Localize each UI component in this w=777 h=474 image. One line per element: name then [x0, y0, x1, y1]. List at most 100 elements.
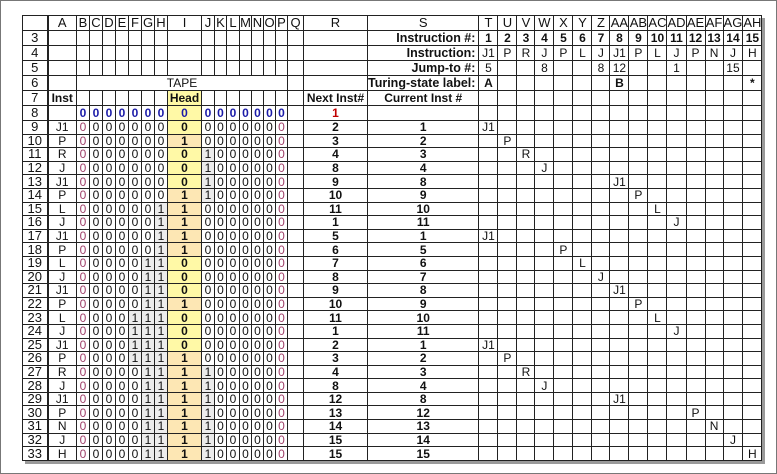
- cell[interactable]: [666, 269, 687, 285]
- column-header-H[interactable]: H: [154, 15, 168, 31]
- tape-cell[interactable]: 0: [239, 351, 252, 366]
- tape-cell[interactable]: 0: [226, 120, 240, 135]
- cell[interactable]: [704, 269, 724, 285]
- cell[interactable]: [704, 215, 724, 230]
- tape-cell[interactable]: 0: [89, 120, 103, 135]
- row-header[interactable]: 10: [22, 133, 49, 149]
- tape-cell[interactable]: 0: [239, 323, 252, 339]
- cell[interactable]: [704, 120, 724, 135]
- tape-cell[interactable]: 0: [251, 283, 264, 298]
- cell[interactable]: [572, 187, 593, 203]
- tape-cell[interactable]: 1: [154, 201, 168, 217]
- cell[interactable]: [628, 378, 649, 393]
- tape-head-cell[interactable]: 1: [167, 378, 202, 393]
- program-states-cell[interactable]: [591, 75, 611, 91]
- next-inst-cell[interactable]: 3: [303, 351, 368, 366]
- next-inst-cell[interactable]: 10: [303, 187, 368, 203]
- cell[interactable]: [141, 45, 155, 61]
- cell[interactable]: [591, 310, 611, 325]
- cell[interactable]: [76, 30, 90, 46]
- cell[interactable]: [628, 90, 649, 106]
- program-jumps-cell[interactable]: [628, 60, 649, 76]
- cell[interactable]: [239, 60, 252, 76]
- tape-cell[interactable]: 0: [239, 228, 252, 244]
- cell[interactable]: [591, 337, 611, 353]
- cell[interactable]: [666, 378, 687, 393]
- cell[interactable]: [685, 147, 706, 162]
- program-states-cell[interactable]: A: [478, 75, 499, 91]
- tape-cell[interactable]: 0: [239, 364, 252, 380]
- cell[interactable]: [666, 174, 687, 189]
- program-jumps-cell[interactable]: 12: [609, 60, 630, 76]
- cell[interactable]: [591, 215, 611, 230]
- cell[interactable]: [591, 133, 611, 149]
- tape-cell[interactable]: 0: [226, 310, 240, 325]
- column-header-J[interactable]: J: [201, 15, 215, 31]
- tape-cell[interactable]: 0: [115, 269, 129, 285]
- cell[interactable]: [666, 228, 687, 244]
- cell[interactable]: [478, 391, 499, 407]
- cell[interactable]: [201, 30, 215, 46]
- trace-instruction-cell[interactable]: J: [722, 432, 744, 448]
- tape-cell[interactable]: 0: [128, 187, 142, 203]
- row-header[interactable]: 20: [22, 269, 49, 285]
- row-header[interactable]: 27: [22, 364, 49, 380]
- cell[interactable]: [516, 90, 536, 106]
- tape-head-cell[interactable]: 0: [167, 323, 202, 339]
- trace-instruction-cell[interactable]: P: [685, 405, 706, 421]
- cell[interactable]: [628, 120, 649, 135]
- tape-cell[interactable]: 1: [154, 391, 168, 407]
- cell[interactable]: [742, 242, 763, 257]
- tape-cell[interactable]: 1: [201, 432, 215, 448]
- cell[interactable]: [287, 174, 304, 189]
- cell[interactable]: [609, 446, 630, 461]
- cell[interactable]: [553, 90, 574, 106]
- cell[interactable]: [497, 296, 518, 312]
- cell[interactable]: [534, 201, 555, 217]
- tape-cell[interactable]: 0: [251, 432, 264, 448]
- current-inst-cell[interactable]: 3: [366, 147, 480, 162]
- tape-cell[interactable]: 1: [201, 446, 215, 461]
- cell[interactable]: [685, 323, 706, 339]
- cell[interactable]: [647, 296, 668, 312]
- tape-cell[interactable]: 1: [154, 432, 168, 448]
- tape-cell[interactable]: 0: [226, 147, 240, 162]
- next-inst-cell[interactable]: 5: [303, 228, 368, 244]
- cell[interactable]: [704, 432, 724, 448]
- tape-cell[interactable]: 1: [154, 255, 168, 271]
- tape-cell[interactable]: 0: [89, 160, 103, 176]
- cell[interactable]: [722, 242, 744, 257]
- tape-cell[interactable]: 0: [115, 105, 129, 121]
- cell[interactable]: [287, 446, 304, 461]
- tape-cell[interactable]: 0: [128, 105, 142, 121]
- program-instructions-cell[interactable]: P: [497, 45, 518, 61]
- cell[interactable]: [497, 187, 518, 203]
- row-label[interactable]: Jump-to #:: [366, 60, 480, 76]
- tape-cell[interactable]: 0: [102, 405, 116, 421]
- cell[interactable]: [572, 201, 593, 217]
- tape-cell[interactable]: 0: [214, 405, 227, 421]
- tape-cell[interactable]: 0: [214, 242, 227, 257]
- tape-cell[interactable]: 0: [263, 215, 276, 230]
- current-inst-cell[interactable]: [366, 105, 480, 121]
- tape-cell[interactable]: 0: [128, 419, 142, 434]
- column-header-U[interactable]: U: [497, 15, 518, 31]
- row-header[interactable]: 11: [22, 147, 49, 162]
- cell[interactable]: [553, 296, 574, 312]
- cell[interactable]: [722, 391, 744, 407]
- tape-head-cell[interactable]: 1: [167, 133, 202, 149]
- column-header-I[interactable]: I: [167, 15, 202, 31]
- cell[interactable]: [478, 201, 499, 217]
- program-numbers-cell[interactable]: 7: [591, 30, 611, 46]
- tape-cell[interactable]: 0: [275, 283, 288, 298]
- tape-cell[interactable]: 0: [251, 364, 264, 380]
- cell[interactable]: [628, 255, 649, 271]
- tape-cell[interactable]: 1: [154, 228, 168, 244]
- cell[interactable]: [704, 283, 724, 298]
- program-numbers-cell[interactable]: 14: [722, 30, 744, 46]
- cell[interactable]: [572, 364, 593, 380]
- row-header[interactable]: 25: [22, 337, 49, 353]
- cell[interactable]: [497, 90, 518, 106]
- tape-cell[interactable]: 0: [263, 432, 276, 448]
- cell[interactable]: [497, 378, 518, 393]
